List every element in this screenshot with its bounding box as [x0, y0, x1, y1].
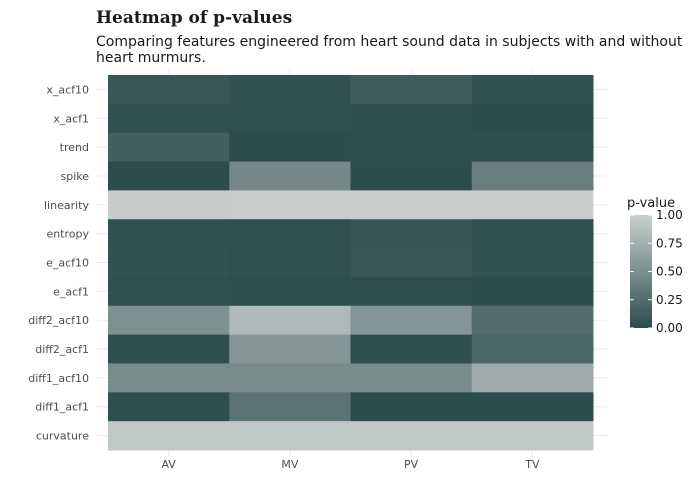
- heatmap-cell: [350, 334, 473, 364]
- heatmap-cell: [350, 103, 473, 134]
- x-tick-label: MV: [281, 458, 298, 471]
- heatmap-cell: [229, 392, 351, 422]
- heatmap-cell: [471, 421, 594, 451]
- heatmap-cell: [471, 276, 594, 307]
- heatmap-cell: [471, 334, 594, 364]
- legend-tick-label: 0.25: [656, 293, 683, 307]
- heatmap-cell: [350, 421, 473, 451]
- heatmap-cell: [108, 276, 230, 307]
- heatmap-cell: [108, 75, 230, 105]
- heatmap-cell: [350, 363, 473, 393]
- heatmap-cell: [229, 161, 351, 191]
- heatmap-cell: [108, 392, 230, 422]
- heatmap-cell: [471, 75, 594, 105]
- chart-subtitle: Comparing features engineered from heart…: [96, 34, 683, 66]
- y-tick-label: x_acf1: [53, 112, 89, 125]
- heatmap-cell: [350, 248, 473, 278]
- y-tick-label: diff1_acf1: [35, 401, 89, 414]
- heatmap-cell: [229, 219, 351, 249]
- heatmap-cell: [108, 334, 230, 364]
- x-tick-label: TV: [524, 458, 540, 471]
- heatmap-cell: [350, 392, 473, 422]
- heatmap-cell: [350, 132, 473, 163]
- x-tick-label: PV: [404, 458, 419, 471]
- y-tick-label: spike: [60, 170, 89, 183]
- legend: p-value 1.00 0.75 0.50 0.25 0.00: [627, 196, 683, 335]
- heatmap-cell: [108, 363, 230, 393]
- heatmap-cell: [471, 132, 594, 163]
- heatmap-cell: [229, 103, 351, 134]
- heatmap-cell: [350, 305, 473, 336]
- legend-tick-label: 0.75: [656, 236, 683, 250]
- heatmap-cell: [471, 103, 594, 134]
- heatmap-cell: [471, 248, 594, 278]
- heatmap-cell: [229, 276, 351, 307]
- heatmap-cell: [108, 421, 230, 451]
- heatmap-cell: [350, 161, 473, 191]
- legend-ticks: 1.00 0.75 0.50 0.25 0.00: [630, 208, 683, 335]
- y-tick-label: curvature: [36, 430, 89, 443]
- legend-tick-label: 0.50: [656, 265, 683, 279]
- heatmap-cell: [471, 219, 594, 249]
- heatmap-cell: [229, 75, 351, 105]
- heatmap-cell: [108, 132, 230, 163]
- heatmap-cell: [229, 305, 351, 336]
- legend-tick-label: 0.00: [656, 321, 683, 335]
- heatmap-cell: [108, 190, 230, 220]
- heatmap-cell: [229, 248, 351, 278]
- y-tick-label: e_acf1: [53, 285, 89, 298]
- heatmap-cell: [229, 132, 351, 163]
- y-tick-label: diff2_acf1: [35, 343, 89, 356]
- heatmap-cell: [350, 190, 473, 220]
- legend-colorbar: [630, 215, 652, 328]
- heatmap-cell: [350, 219, 473, 249]
- chart-title: Heatmap of p-values: [96, 8, 293, 28]
- heatmap-cell: [471, 392, 594, 422]
- heatmap-cell: [229, 334, 351, 364]
- heatmap-cell: [108, 305, 230, 336]
- heatmap-cell: [229, 190, 351, 220]
- heatmap-cell: [229, 421, 351, 451]
- heatmap-cell: [471, 161, 594, 191]
- heatmap-cell: [471, 363, 594, 393]
- heatmap-cell: [108, 161, 230, 191]
- y-tick-label: entropy: [46, 228, 89, 241]
- legend-title: p-value: [627, 196, 675, 211]
- heatmap-cell: [229, 363, 351, 393]
- y-tick-label: linearity: [44, 199, 89, 212]
- y-tick-label: diff2_acf10: [28, 314, 89, 327]
- heatmap-cell: [350, 75, 473, 105]
- heatmap-cell: [471, 190, 594, 220]
- heatmap-cell: [108, 103, 230, 134]
- heatmap-cell: [108, 219, 230, 249]
- heatmap-cell: [471, 305, 594, 336]
- x-tick-label: AV: [161, 458, 176, 471]
- x-axis-labels: AV MV PV TV: [161, 458, 540, 471]
- y-tick-label: trend: [60, 141, 89, 154]
- legend-tick-label: 1.00: [656, 208, 683, 222]
- heatmap-cells: [108, 75, 594, 451]
- heatmap-cell: [350, 276, 473, 307]
- heatmap-cell: [108, 248, 230, 278]
- y-tick-label: diff1_acf10: [28, 372, 89, 385]
- y-tick-label: x_acf10: [46, 83, 89, 96]
- y-tick-label: e_acf10: [46, 257, 89, 270]
